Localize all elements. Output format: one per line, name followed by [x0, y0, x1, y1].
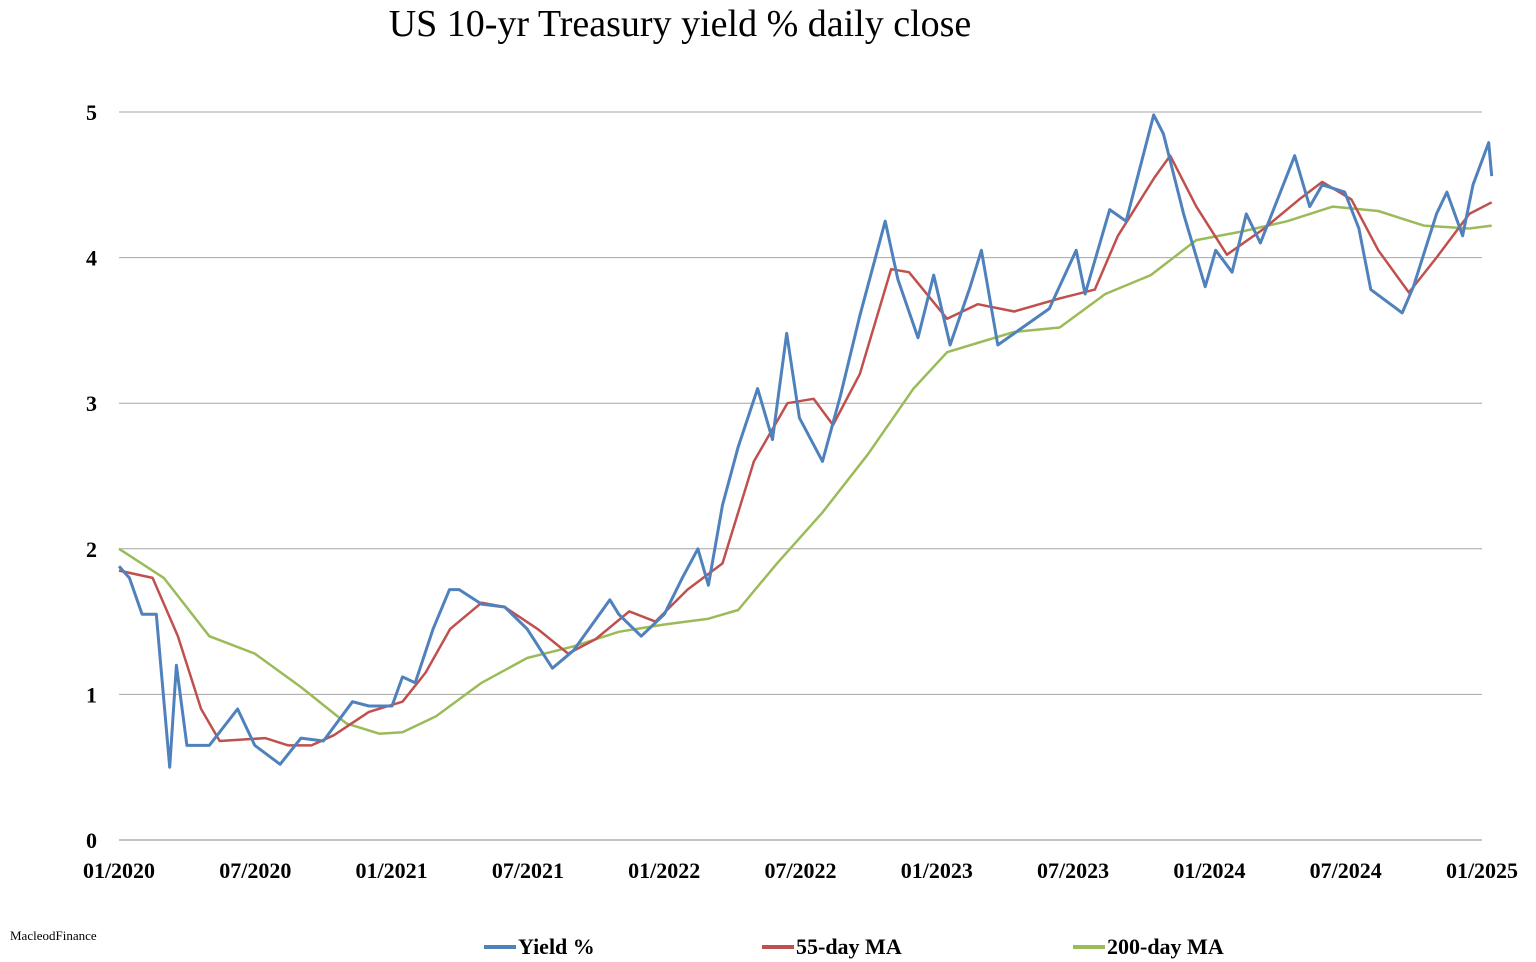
y-tick-label: 5	[86, 100, 97, 125]
legend-swatch-55-day-ma	[762, 945, 794, 949]
x-tick-label: 07/2023	[1037, 858, 1109, 883]
x-tick-label: 07/2021	[492, 858, 564, 883]
x-tick-label: 01/2024	[1173, 858, 1245, 883]
y-tick-label: 4	[86, 246, 97, 271]
legend-label-200-day-ma: 200-day MA	[1107, 934, 1224, 959]
x-tick-label: 01/2023	[901, 858, 973, 883]
y-tick-label: 3	[86, 391, 97, 416]
credit-watermark: MacleodFinance	[10, 928, 97, 943]
x-tick-label: 01/2022	[628, 858, 700, 883]
chart-title: US 10-yr Treasury yield % daily close	[388, 3, 972, 45]
x-tick-label: 07/2020	[219, 858, 291, 883]
series-line-55-day-ma	[118, 154, 1493, 747]
series-line-200-day-ma	[118, 205, 1492, 735]
series-line-yield	[117, 113, 1494, 769]
y-tick-label: 1	[86, 682, 97, 707]
y-tick-label: 2	[86, 537, 97, 562]
legend-swatch-200-day-ma	[1073, 945, 1105, 949]
legend-label-55-day-ma: 55-day MA	[796, 934, 902, 959]
legend-item-200-day-ma: 200-day MA	[1073, 934, 1224, 960]
x-tick-label: 01/2025	[1446, 858, 1518, 883]
x-tick-label: 01/2021	[356, 858, 428, 883]
legend-item-55-day-ma: 55-day MA	[762, 934, 902, 960]
x-tick-label: 07/2022	[764, 858, 836, 883]
legend-label-yield: Yield %	[518, 934, 595, 959]
legend-swatch-yield	[484, 945, 516, 949]
x-tick-label: 07/2024	[1310, 858, 1382, 883]
x-tick-label: 01/2020	[83, 858, 155, 883]
legend-item-yield: Yield %	[484, 934, 595, 960]
y-tick-label: 0	[86, 828, 97, 853]
